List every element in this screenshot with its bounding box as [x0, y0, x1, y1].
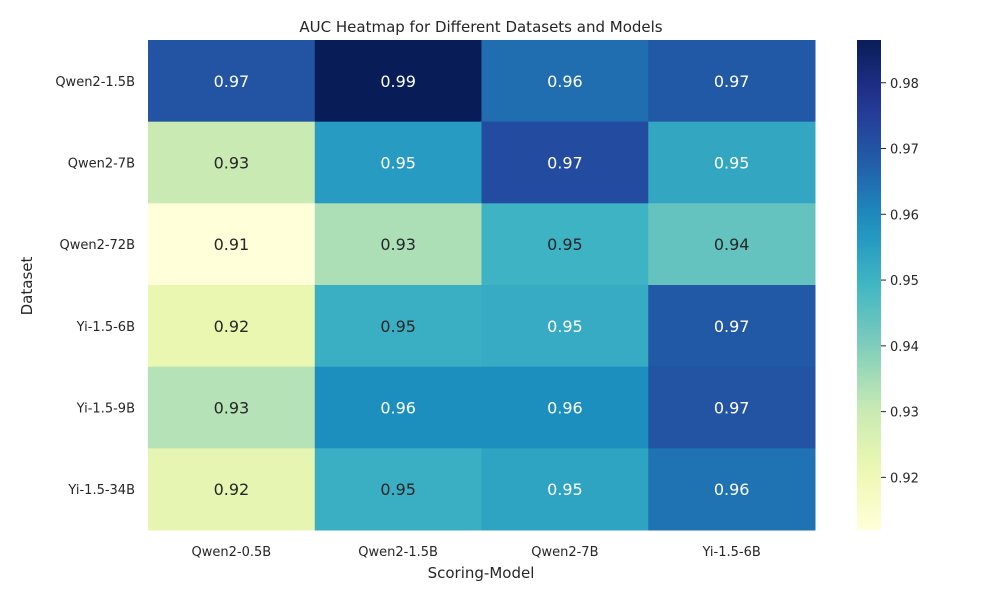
y-tick-label: Yi-1.5-9B — [76, 402, 135, 417]
cell-value-label: 0.95 — [380, 154, 416, 173]
y-tick-label: Qwen2-1.5B — [55, 75, 135, 90]
heatmap-cell — [648, 285, 816, 368]
x-tick-label: Qwen2-7B — [531, 545, 598, 560]
heatmap-cell — [314, 285, 482, 368]
heatmap-cell — [481, 121, 649, 204]
heatmap-cell — [148, 366, 316, 449]
heatmap-cell — [648, 40, 816, 123]
y-axis-label: Dataset — [18, 257, 36, 316]
heatmap-cell — [314, 366, 482, 449]
cell-value-label: 0.93 — [214, 154, 250, 173]
heatmap-cell — [314, 121, 482, 204]
x-axis-label: Scoring-Model — [428, 564, 535, 582]
cell-value-label: 0.97 — [714, 72, 750, 91]
heatmap-cell — [148, 40, 316, 123]
x-tick-label: Qwen2-0.5B — [192, 545, 272, 560]
heatmap-cell — [648, 366, 816, 449]
colorbar-tick-label: 0.98 — [890, 77, 919, 92]
heatmap-cell — [148, 285, 316, 368]
heatmap-cell — [148, 203, 316, 286]
heatmap-cell — [314, 203, 482, 286]
cell-value-label: 0.95 — [380, 480, 416, 499]
colorbar-tick-label: 0.95 — [890, 274, 919, 289]
y-tick-label: Qwen2-7B — [68, 157, 135, 172]
y-tick-labels: Qwen2-1.5B Qwen2-7B Qwen2-72B Yi-1.5-6B Yi-1… — [55, 75, 135, 498]
cell-value-label: 0.95 — [547, 480, 583, 499]
cell-value-label: 0.93 — [380, 235, 416, 254]
cell-value-label: 0.97 — [714, 399, 750, 418]
x-tick-label: Qwen2-1.5B — [358, 545, 438, 560]
heatmap-cell — [481, 285, 649, 368]
cell-value-label: 0.97 — [214, 72, 250, 91]
cell-value-label: 0.92 — [214, 480, 250, 499]
colorbar-tick-label: 0.94 — [890, 340, 919, 355]
heatmap-cell — [148, 448, 316, 531]
cell-value-label: 0.99 — [380, 72, 416, 91]
heatmap-cell — [481, 40, 649, 123]
cell-value-label: 0.95 — [380, 317, 416, 336]
x-tick-label: Yi-1.5-6B — [701, 545, 760, 560]
colorbar-tick-label: 0.96 — [890, 208, 919, 223]
cell-value-label: 0.97 — [714, 317, 750, 336]
cell-value-label: 0.92 — [214, 317, 250, 336]
colorbar: 0.92 0.93 0.94 0.95 0.96 0.97 0.98 — [857, 40, 919, 530]
heatmap-cell — [481, 203, 649, 286]
colorbar-tick-label: 0.92 — [890, 471, 919, 486]
heatmap-cell — [648, 203, 816, 286]
heatmap-cell — [648, 448, 816, 531]
heatmap-cell — [481, 448, 649, 531]
cell-value-label: 0.93 — [214, 399, 250, 418]
cell-value-label: 0.96 — [380, 399, 416, 418]
cell-value-label: 0.97 — [547, 154, 583, 173]
y-tick-label: Yi-1.5-34B — [67, 483, 135, 498]
heatmap-cell — [481, 366, 649, 449]
cell-value-label: 0.91 — [214, 235, 250, 254]
cell-value-label: 0.94 — [714, 235, 750, 254]
heatmap-cell — [148, 121, 316, 204]
chart-title: AUC Heatmap for Different Datasets and M… — [299, 18, 662, 36]
y-tick-label: Yi-1.5-6B — [76, 320, 135, 335]
heatmap-cell — [314, 40, 482, 123]
colorbar-tick-label: 0.97 — [890, 143, 919, 158]
heatmap-cell — [314, 448, 482, 531]
colorbar-tick-label: 0.93 — [890, 406, 919, 421]
cell-value-label: 0.96 — [714, 480, 750, 499]
cell-value-label: 0.95 — [547, 317, 583, 336]
x-tick-labels: Qwen2-0.5B Qwen2-1.5B Qwen2-7B Yi-1.5-6B — [192, 545, 761, 560]
cell-value-label: 0.95 — [714, 154, 750, 173]
heatmap-cell — [648, 121, 816, 204]
cell-value-label: 0.95 — [547, 235, 583, 254]
heatmap-cells: 0.97 0.99 0.96 0.97 0.93 0.95 0.97 0.95 0.91 0.93… — [148, 40, 816, 531]
cell-value-label: 0.96 — [547, 399, 583, 418]
colorbar-gradient — [857, 40, 881, 530]
cell-value-label: 0.96 — [547, 72, 583, 91]
y-tick-label: Qwen2-72B — [59, 238, 135, 253]
